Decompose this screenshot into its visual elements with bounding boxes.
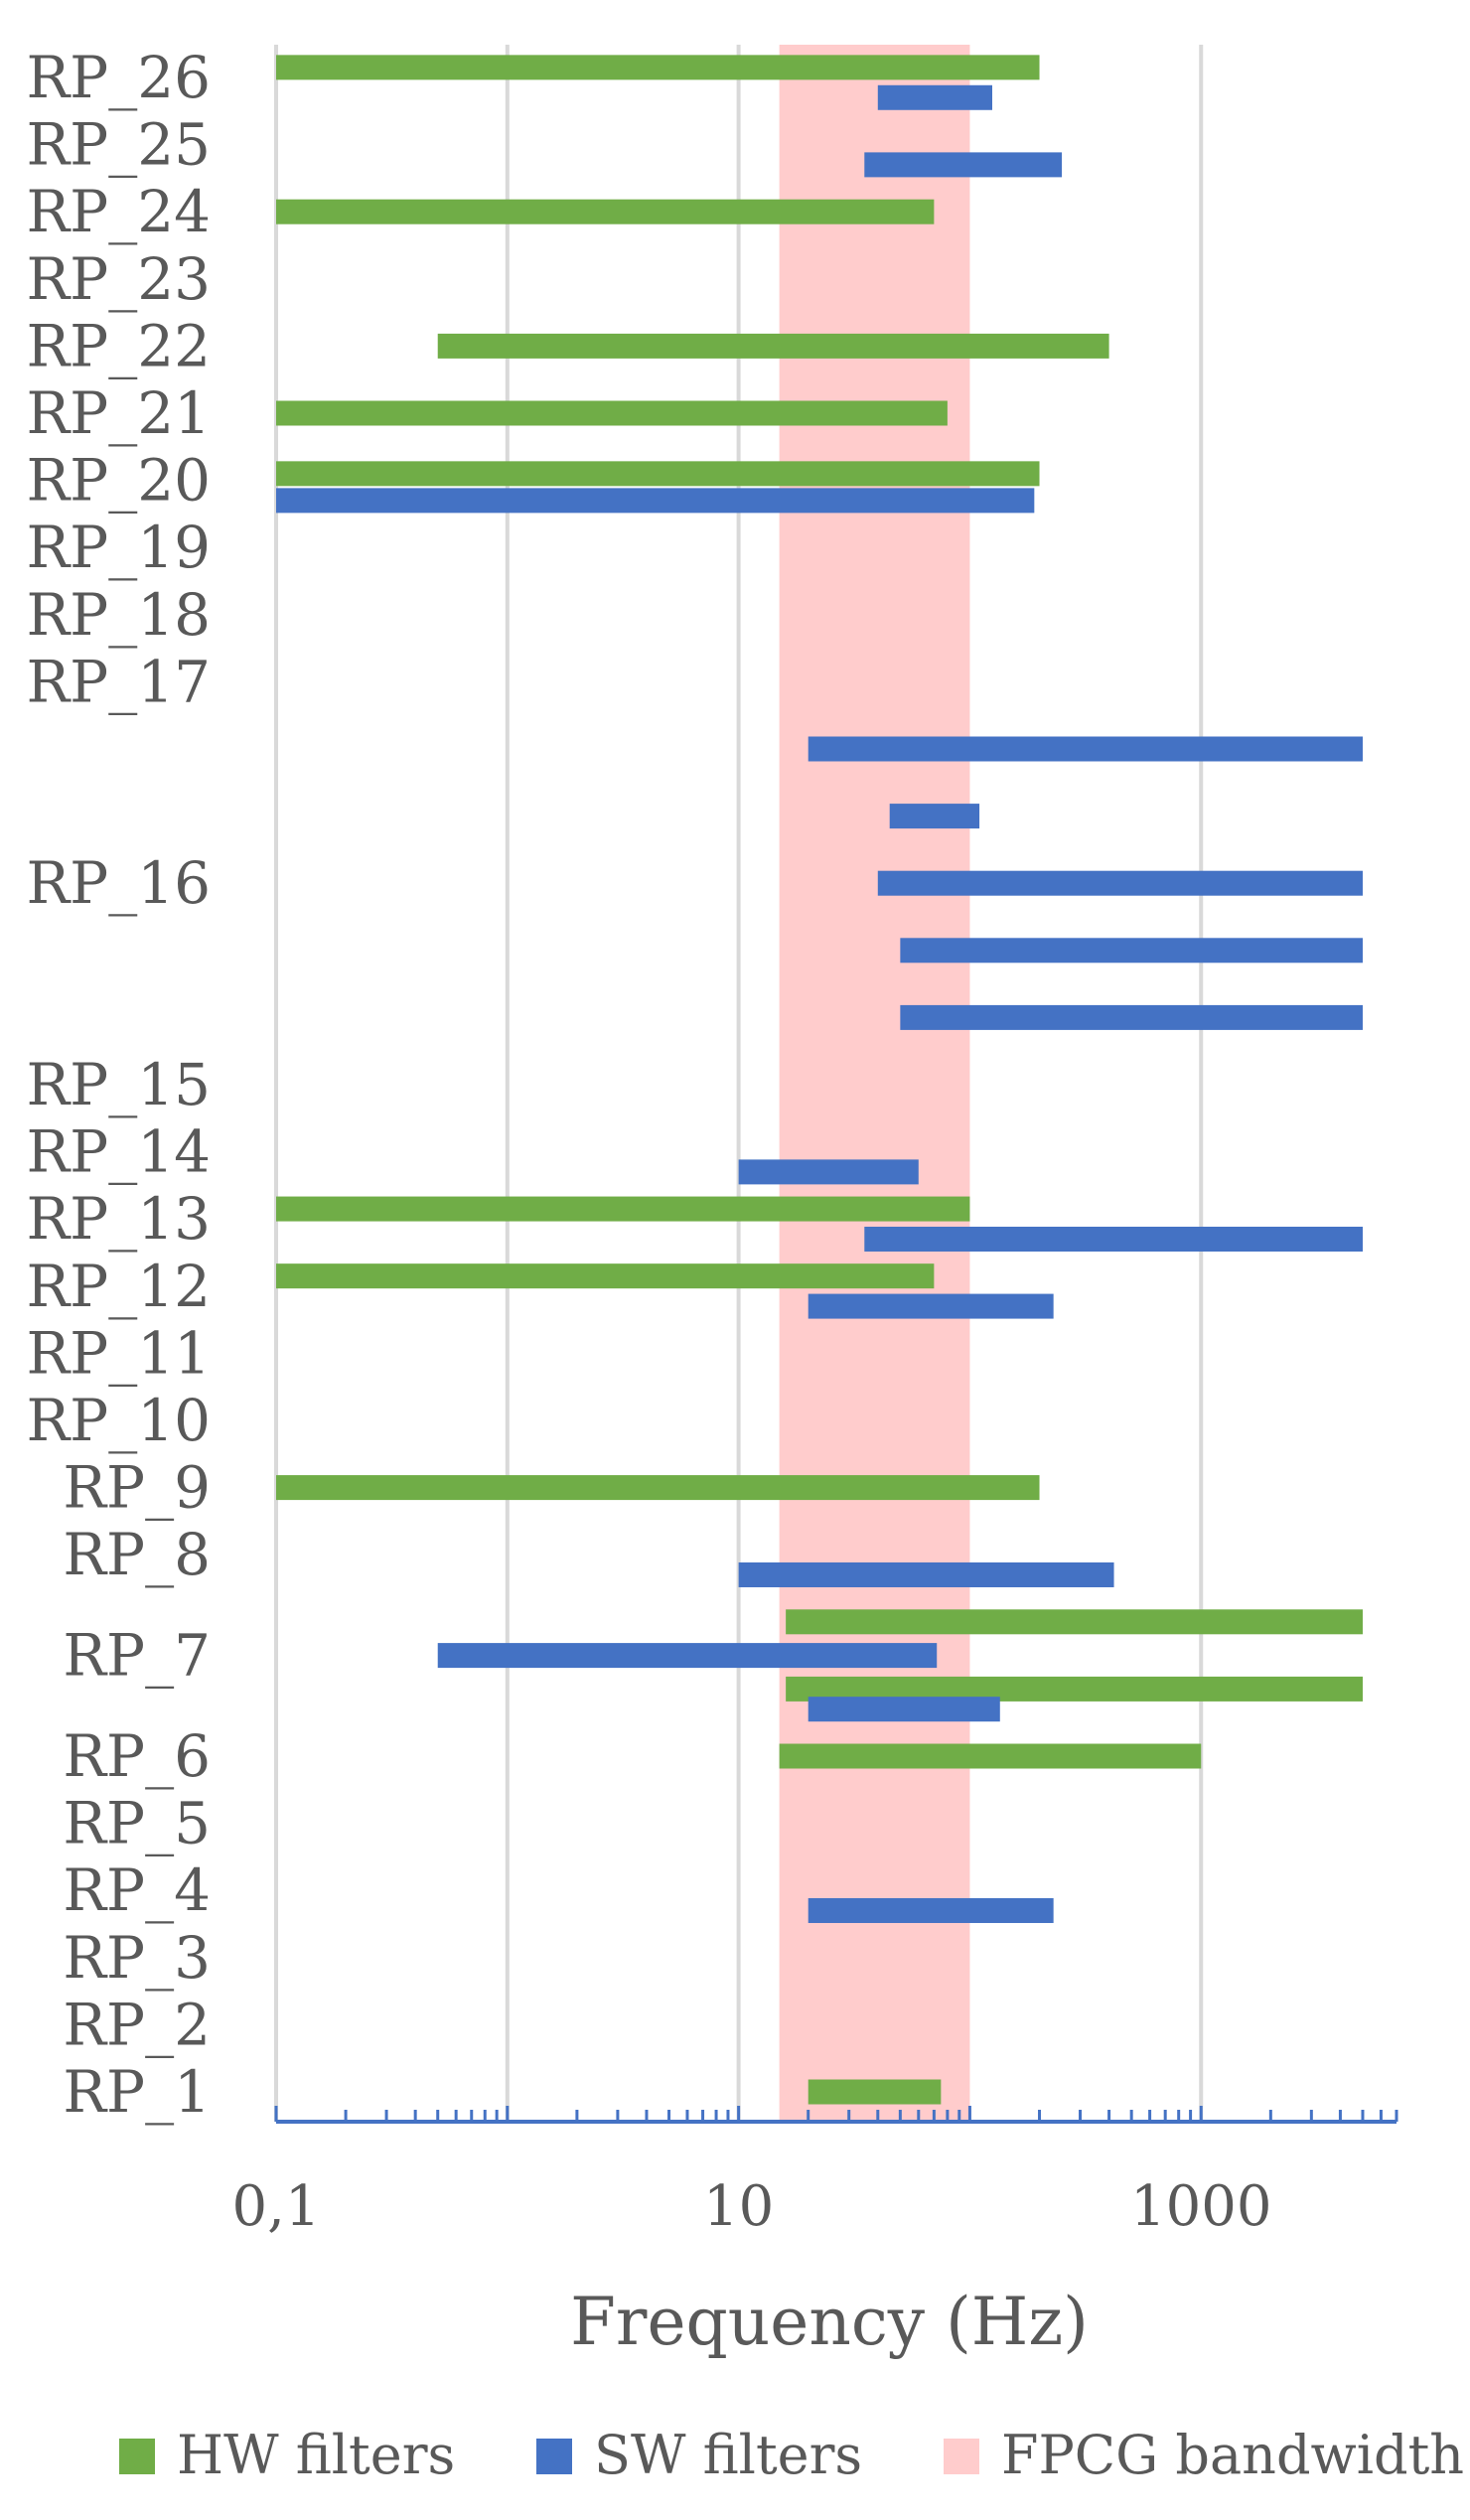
hw-filter-bar <box>276 1475 1040 1501</box>
sw-filter-bar <box>900 938 1363 964</box>
hw-filter-bar <box>276 1196 970 1222</box>
x-tick-label: 1000 <box>1130 2174 1272 2239</box>
row-label: RP_19 <box>27 514 212 581</box>
x-axis-title: Frequency (Hz) <box>570 2284 1089 2360</box>
legend-hw-filters: HW filters <box>119 2424 455 2486</box>
legend-label: HW filters <box>177 2424 455 2486</box>
sw-filter-bar <box>437 1643 938 1669</box>
x-tick-label: 0,1 <box>231 2174 320 2239</box>
hw-filter-bar <box>786 1609 1363 1635</box>
row-label: RP_23 <box>27 245 212 313</box>
row-label: RP_14 <box>27 1118 212 1186</box>
hw-filter-bar <box>808 2079 942 2105</box>
row-label: RP_2 <box>63 1991 211 2058</box>
row-label: RP_22 <box>27 312 212 379</box>
sw-filter-bar <box>808 1897 1054 1923</box>
hw-filter-bar <box>276 55 1040 80</box>
legend-swatch <box>536 2439 572 2474</box>
row-label: RP_13 <box>27 1185 212 1253</box>
sw-filter-bar <box>864 152 1063 178</box>
row-label: RP_8 <box>63 1521 211 1588</box>
hw-filter-bar <box>276 461 1040 487</box>
row-label: RP_21 <box>27 379 212 447</box>
row-label: RP_12 <box>27 1253 212 1320</box>
sw-filter-bar <box>877 84 992 110</box>
sw-filter-bar <box>276 488 1035 514</box>
sw-filter-bar <box>864 1226 1363 1252</box>
row-label: RP_25 <box>27 111 212 179</box>
row-label: RP_17 <box>27 648 212 715</box>
hw-filter-bar <box>276 1263 935 1289</box>
sw-filter-bar <box>738 1561 1114 1587</box>
sw-filter-bar <box>900 1004 1363 1030</box>
hw-filter-bar <box>276 400 948 426</box>
sw-filter-bar <box>889 804 980 829</box>
hw-filter-bar <box>437 333 1109 359</box>
row-label: RP_9 <box>63 1454 211 1522</box>
hw-filter-bar <box>779 1743 1202 1769</box>
fpcg-bandwidth-band <box>779 45 970 2122</box>
row-label: RP_20 <box>27 447 212 515</box>
sw-filter-bar <box>808 736 1363 762</box>
row-label: RP_10 <box>27 1387 212 1454</box>
sw-filter-bar <box>738 1159 919 1185</box>
sw-filter-bar <box>877 870 1363 896</box>
row-label: RP_24 <box>27 178 212 245</box>
legend-swatch <box>944 2439 979 2474</box>
row-label: RP_3 <box>63 1924 211 1992</box>
x-tick-label: 10 <box>703 2174 774 2239</box>
row-label: RP_7 <box>63 1622 211 1690</box>
row-label: RP_6 <box>63 1722 211 1790</box>
legend-label: FPCG bandwidth <box>1001 2424 1464 2486</box>
hw-filter-bar <box>276 199 935 224</box>
legend-fpcg-bandwidth: FPCG bandwidth <box>944 2424 1464 2486</box>
legend-label: SW filters <box>594 2424 862 2486</box>
legend-sw-filters: SW filters <box>536 2424 862 2486</box>
row-label: RP_5 <box>63 1790 211 1857</box>
row-label: RP_15 <box>27 1051 212 1118</box>
legend-swatch <box>119 2439 155 2474</box>
row-label: RP_18 <box>27 581 212 649</box>
row-label: RP_16 <box>27 849 212 917</box>
row-label: RP_26 <box>27 44 212 111</box>
row-label: RP_1 <box>63 2058 211 2126</box>
row-label: RP_4 <box>63 1856 211 1924</box>
sw-filter-bar <box>808 1697 1000 1722</box>
sw-filter-bar <box>808 1293 1054 1319</box>
row-label: RP_11 <box>27 1319 212 1387</box>
